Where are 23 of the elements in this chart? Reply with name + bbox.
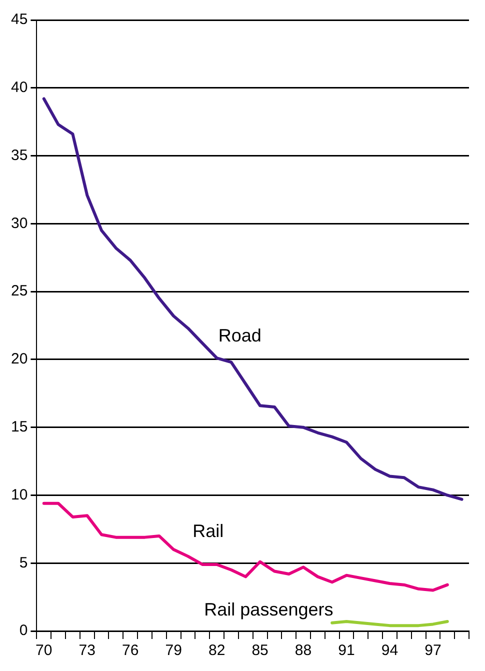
y-tick-label: 35 (10, 146, 28, 164)
x-tick-label: 88 (294, 642, 312, 660)
y-tick-label: 25 (10, 282, 28, 300)
x-tick-label: 70 (36, 642, 52, 660)
x-tick-label: 73 (78, 642, 96, 660)
x-tick-label: 85 (252, 642, 268, 660)
series-label: Road (218, 325, 262, 346)
x-tick-label: 82 (208, 642, 226, 660)
y-tick-label: 0 (19, 622, 28, 640)
y-tick-label: 45 (10, 11, 28, 28)
y-tick-label: 15 (10, 418, 28, 436)
x-tick-label: 79 (165, 642, 182, 660)
y-tick-label: 10 (10, 486, 28, 504)
x-tick-label: 91 (338, 642, 355, 660)
x-tick-label: 97 (424, 642, 442, 660)
series-label: Rail (192, 520, 224, 541)
x-tick-label: 76 (122, 642, 139, 660)
y-tick-label: 40 (10, 79, 28, 96)
y-tick-label: 30 (10, 214, 28, 232)
y-tick-label: 20 (10, 350, 28, 368)
y-tick-label: 5 (19, 554, 28, 572)
x-tick-label: 94 (381, 642, 398, 660)
series-label: Rail passengers (204, 600, 334, 620)
